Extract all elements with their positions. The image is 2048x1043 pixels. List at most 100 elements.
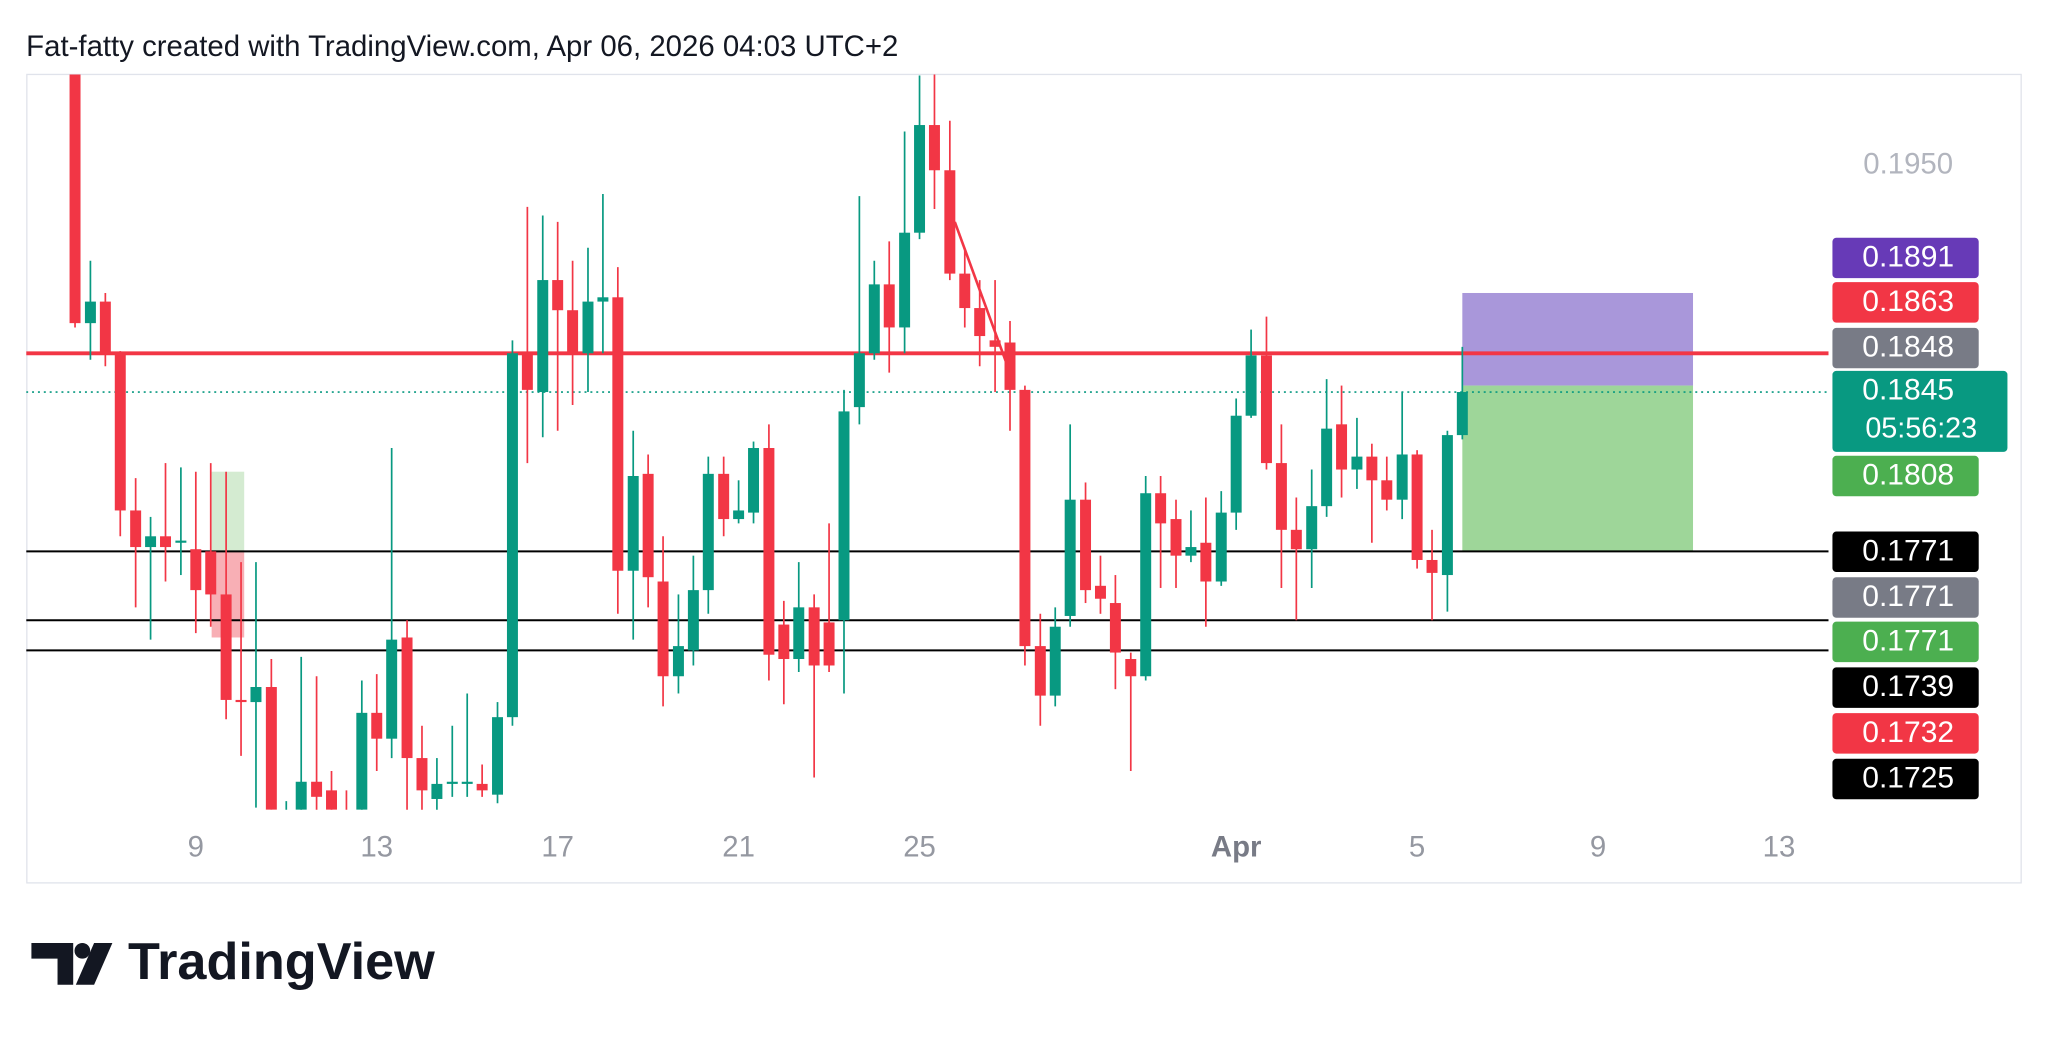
price-label: 0.1732 [1862,716,1954,749]
candle-body [944,170,956,274]
candle-body [145,536,157,548]
candle-body [356,712,368,810]
candle-body [521,353,533,390]
candle-body [1411,454,1423,560]
price-label: 0.1891 [1862,241,1954,274]
candle-body [1109,603,1121,653]
candle-body [1426,559,1438,573]
price-label: 0.1771 [1862,580,1954,613]
candle-body [959,273,971,309]
x-tick-label: 13 [1763,831,1796,864]
x-tick-label: Apr [1211,831,1262,864]
candle-body [401,637,413,759]
candle-body [1034,646,1046,696]
candle-body [476,783,488,791]
candle-body [1080,499,1092,591]
candle-body [416,758,428,791]
x-tick-label: 5 [1409,831,1425,864]
price-label-box [1832,327,1979,369]
candle-body [552,280,564,311]
logo-icon [31,942,74,985]
candle-body [1170,519,1182,556]
price-label: 0.1771 [1862,625,1954,658]
candle-body [1366,456,1378,481]
candle-body [1064,499,1076,616]
candle-body [114,353,126,511]
candle-body [1155,493,1167,524]
position-box [1462,385,1694,552]
candle-body [1094,585,1106,599]
candle-body [1381,480,1393,500]
candle-body [1260,355,1272,464]
overlay: 0.1950 9 13 17 21 25 Apr 5 9 13 0.1891 0.1863 0.1848… [188,148,2008,864]
price-label-box [1832,370,2008,452]
candle-body [205,551,217,595]
chart-title: Fat-fatty created with TradingView.com, … [26,30,898,63]
candle-body [928,125,940,171]
candle-body [718,473,730,520]
candle-body [371,712,383,739]
candle-body [808,607,820,666]
candle-body [1336,424,1348,470]
price-label-box [1832,621,1979,663]
candle-body [853,353,865,408]
candle-body [1049,626,1061,696]
candle-body [190,549,202,591]
candle-body [883,284,895,328]
candle-body [537,280,549,393]
candle-body [175,540,187,543]
candle-body [265,687,277,810]
candle-body [492,717,504,795]
candle-body [823,622,835,666]
candle-body [627,476,639,571]
price-label-box [1832,577,1979,618]
candle-body [868,284,880,354]
logo-text: TradingView [128,933,435,991]
price-label-box [1832,758,1979,800]
candle-body [295,781,307,810]
x-tick-label: 25 [903,831,936,864]
candle-body [431,783,443,799]
candle-body [687,590,699,651]
price-label-box [1832,237,1979,279]
candle-body [612,297,624,571]
candle-body [974,308,986,337]
candle-body [506,353,518,718]
price-label-box [1832,713,1979,754]
candle-body [1185,547,1197,556]
price-label-box [1832,455,1979,497]
candle-body [1306,506,1318,550]
candle-body [748,448,760,513]
candle-body [326,790,337,810]
candle-body [733,510,745,520]
candle-body [84,301,96,324]
candle-body [582,301,594,354]
candle-body [838,411,850,621]
y-tick-label: 0.1950 [1863,148,1953,181]
candle-body [1215,512,1227,582]
candle-body [311,781,323,797]
candle-body [446,781,458,784]
candle-body [69,74,81,324]
candle-body [989,340,1001,347]
candle-body [220,594,232,700]
price-label-box [1832,531,1979,573]
candle-body [461,781,473,784]
candle-body [1441,435,1453,576]
candle-body [386,639,398,739]
price-label-box [1832,667,1979,708]
x-tick-label: 17 [541,831,574,864]
candle-body [130,510,142,548]
candle-body [597,297,609,302]
candle-body [250,687,262,703]
price-label: 0.1845 [1862,374,1954,407]
candle-body [657,581,669,677]
countdown-label: 05:56:23 [1865,412,1977,444]
position-box [1462,292,1694,386]
candle-body [672,646,684,677]
position-box [211,471,245,552]
price-label: 0.1808 [1862,459,1954,492]
price-label-box [1832,282,1979,323]
price-label: 0.1848 [1862,331,1954,364]
